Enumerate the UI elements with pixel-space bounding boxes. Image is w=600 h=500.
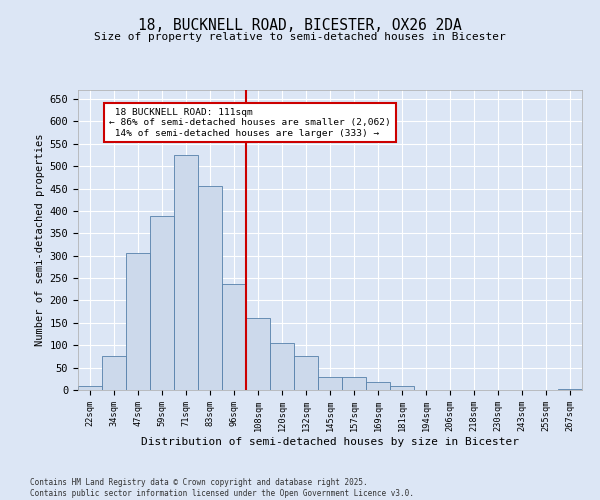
Bar (126, 252, 150, 390)
Bar (246, 318, 270, 390)
Bar (342, 378, 366, 390)
Text: 18 BUCKNELL ROAD: 111sqm
← 86% of semi-detached houses are smaller (2,062)
 14% : 18 BUCKNELL ROAD: 111sqm ← 86% of semi-d… (109, 108, 391, 138)
Bar (294, 356, 318, 390)
Text: 18, BUCKNELL ROAD, BICESTER, OX26 2DA: 18, BUCKNELL ROAD, BICESTER, OX26 2DA (138, 18, 462, 32)
Bar (150, 216, 174, 390)
Bar (366, 382, 390, 390)
Bar (222, 284, 246, 390)
Bar (318, 376, 342, 390)
Bar (102, 356, 126, 390)
Y-axis label: Number of semi-detached properties: Number of semi-detached properties (35, 134, 46, 346)
Text: Size of property relative to semi-detached houses in Bicester: Size of property relative to semi-detach… (94, 32, 506, 42)
Bar (78, 386, 102, 390)
Text: Contains HM Land Registry data © Crown copyright and database right 2025.
Contai: Contains HM Land Registry data © Crown c… (30, 478, 414, 498)
Bar (558, 388, 582, 390)
Bar (390, 386, 414, 390)
Bar (270, 342, 294, 390)
Bar (198, 186, 222, 390)
Bar (174, 155, 198, 390)
X-axis label: Distribution of semi-detached houses by size in Bicester: Distribution of semi-detached houses by … (141, 437, 519, 447)
